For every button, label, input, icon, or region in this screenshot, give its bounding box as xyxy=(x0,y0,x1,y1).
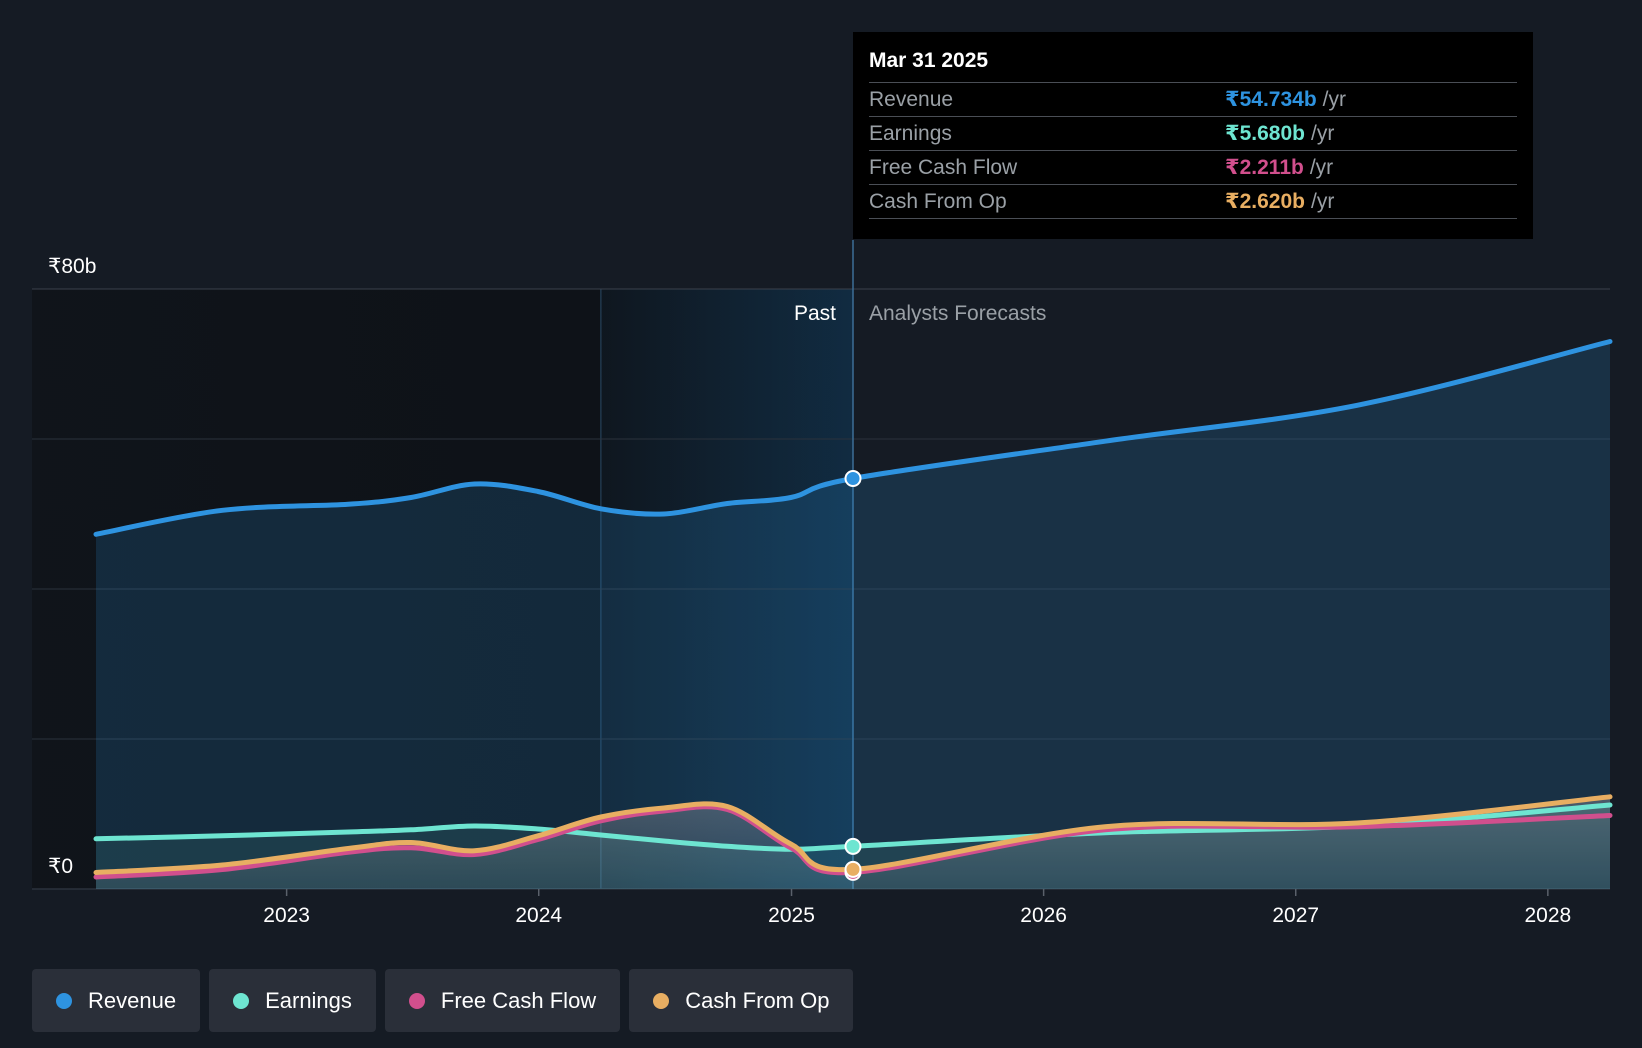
tooltip-row: Earnings ₹5.680b/yr xyxy=(869,116,1517,150)
tooltip: Mar 31 2025 Revenue ₹54.734b/yr Earnings ₹5… xyxy=(853,32,1533,239)
y-axis-max-label: ₹80b xyxy=(48,255,96,278)
legend-dot-icon xyxy=(56,992,72,1009)
x-tick-label: 2023 xyxy=(263,904,310,927)
tooltip-row-unit: /yr xyxy=(1311,122,1335,145)
x-tick-label: 2025 xyxy=(768,904,815,927)
legend-label: Cash From Op xyxy=(685,987,830,1013)
tooltip-row: Revenue ₹54.734b/yr xyxy=(869,82,1517,116)
legend-dot-icon xyxy=(653,992,670,1009)
x-tick-label: 2027 xyxy=(1272,904,1319,927)
tooltip-row-value: ₹2.620b xyxy=(1225,190,1305,213)
cash-from-op-area xyxy=(96,796,1610,889)
legend: Revenue Earnings Free Cash Flow Cash From O… xyxy=(32,969,862,1032)
legend-label: Earnings xyxy=(265,987,352,1013)
legend-label: Free Cash Flow xyxy=(440,987,597,1013)
tooltip-row: Cash From Op ₹2.620b/yr xyxy=(869,184,1517,219)
tooltip-row: Free Cash Flow ₹2.211b/yr xyxy=(869,150,1517,184)
tooltip-row-unit: /yr xyxy=(1322,88,1346,111)
x-tick-label: 2026 xyxy=(1020,904,1067,927)
tooltip-row-unit: /yr xyxy=(1309,156,1334,179)
free-cash-flow-line xyxy=(93,804,1613,880)
tooltip-row-label: Revenue xyxy=(869,88,954,111)
cash-from-op-marker xyxy=(844,860,862,878)
tooltip-row-label: Cash From Op xyxy=(869,190,1007,213)
earnings-line xyxy=(93,802,1613,852)
tooltip-date: Mar 31 2025 xyxy=(869,49,989,72)
legend-item-earnings[interactable]: Earnings xyxy=(209,969,376,1032)
cash-from-op-line xyxy=(93,794,1613,875)
forecast-label: Analysts Forecasts xyxy=(869,302,1046,325)
tooltip-row-label: Earnings xyxy=(869,122,952,145)
legend-label: Revenue xyxy=(88,987,177,1013)
legend-dot-icon xyxy=(408,992,425,1009)
revenue-marker xyxy=(844,469,862,487)
tooltip-row-unit: /yr xyxy=(1311,190,1335,213)
y-axis-zero-label: ₹0 xyxy=(48,855,73,878)
earnings-marker xyxy=(844,837,862,855)
tooltip-row-value: ₹2.211b xyxy=(1225,156,1304,179)
legend-item-revenue[interactable]: Revenue xyxy=(32,969,201,1032)
x-tick-label: 2024 xyxy=(515,904,562,927)
x-tick-label: 2028 xyxy=(1524,904,1571,927)
legend-item-free-cash-flow[interactable]: Free Cash Flow xyxy=(384,969,621,1032)
revenue-area xyxy=(96,341,1610,889)
tooltip-row-value: ₹5.680b xyxy=(1225,122,1305,145)
legend-item-cash-from-op[interactable]: Cash From Op xyxy=(629,969,854,1032)
tooltip-row-label: Free Cash Flow xyxy=(869,156,1018,179)
revenue-line xyxy=(93,339,1613,537)
legend-dot-icon xyxy=(233,992,250,1009)
past-label: Past xyxy=(794,302,836,325)
tooltip-row-value: ₹54.734b xyxy=(1225,88,1317,111)
